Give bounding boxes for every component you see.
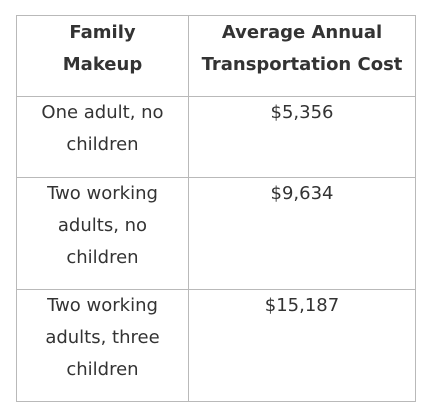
header-family-makeup: Family Makeup [16,15,189,97]
family-makeup-cell: Two working adults, three children [16,289,189,402]
table-row: Two working adults, no children $9,634 [16,177,416,290]
header-average-annual-cost: Average Annual Transportation Cost [188,15,416,97]
family-makeup-cell: Two working adults, no children [16,177,189,290]
table-row: One adult, no children $5,356 [16,96,416,178]
family-makeup-cell: One adult, no children [16,96,189,178]
cost-cell: $5,356 [188,96,416,178]
cost-cell: $15,187 [188,289,416,402]
table-header-row: Family Makeup Average Annual Transportat… [16,15,416,97]
cost-cell: $9,634 [188,177,416,290]
transportation-cost-table: Family Makeup Average Annual Transportat… [16,15,416,402]
table-row: Two working adults, three children $15,1… [16,289,416,402]
